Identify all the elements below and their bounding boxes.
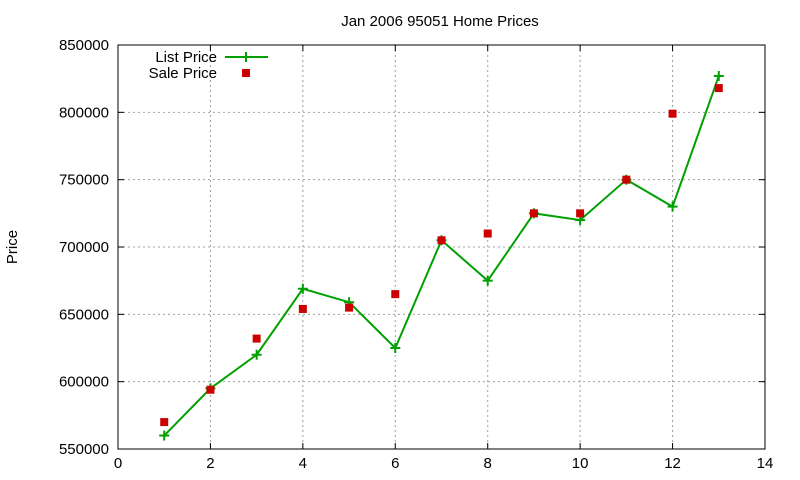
list-price-point bbox=[390, 343, 401, 353]
sale-price-point bbox=[160, 418, 169, 427]
list-price-point bbox=[713, 70, 724, 81]
y-tick-label: 650000 bbox=[59, 306, 109, 323]
sale-price-point bbox=[437, 236, 446, 245]
x-tick-label: 12 bbox=[664, 455, 681, 472]
y-tick-label: 850000 bbox=[59, 37, 109, 54]
y-tick-label: 750000 bbox=[59, 172, 109, 189]
series-layer bbox=[159, 70, 724, 441]
list-price-line bbox=[163, 75, 720, 437]
sale-price-point bbox=[714, 84, 723, 93]
y-tick-label: 550000 bbox=[59, 441, 109, 458]
sale-price-point bbox=[345, 303, 354, 312]
sale-price-point bbox=[529, 209, 538, 218]
plot-frame bbox=[117, 44, 766, 450]
legend-label-sale-price: Sale Price bbox=[149, 65, 217, 82]
x-tick-label: 14 bbox=[757, 455, 774, 472]
legend-label-list-price: List Price bbox=[155, 49, 217, 66]
legend-marker-sale-price bbox=[242, 69, 250, 77]
sale-price-point bbox=[622, 175, 631, 184]
chart-title: Jan 2006 95051 Home Prices bbox=[341, 13, 539, 30]
list-price-point bbox=[482, 275, 493, 286]
sale-price-point bbox=[252, 334, 261, 343]
x-tick-label: 4 bbox=[299, 455, 307, 472]
x-tick-label: 6 bbox=[391, 455, 399, 472]
sale-price-point bbox=[576, 209, 585, 218]
list-price-point bbox=[297, 283, 308, 294]
x-tick-label: 2 bbox=[206, 455, 214, 472]
x-tick-label: 8 bbox=[484, 455, 492, 472]
sale-price-point bbox=[206, 385, 215, 394]
list-price-point bbox=[667, 201, 678, 212]
x-tick-label: 0 bbox=[114, 455, 122, 472]
sale-price-point bbox=[298, 304, 307, 313]
sale-price-point bbox=[483, 229, 492, 238]
list-price-point bbox=[251, 349, 262, 360]
grid-lines bbox=[118, 45, 765, 449]
y-axis-label: Price bbox=[4, 230, 21, 264]
list-price-point bbox=[159, 430, 170, 441]
y-tick-label: 600000 bbox=[59, 374, 109, 391]
sale-price-point bbox=[668, 109, 677, 118]
sale-price-point bbox=[391, 290, 400, 299]
x-tick-label: 10 bbox=[572, 455, 589, 472]
legend-marker-list-price bbox=[241, 52, 251, 62]
y-tick-label: 800000 bbox=[59, 104, 109, 121]
y-tick-label: 700000 bbox=[59, 239, 109, 256]
axis-ticks: 0 2 4 6 8 10 12 14 550000 600000 650000 700000 75000… bbox=[59, 37, 773, 472]
